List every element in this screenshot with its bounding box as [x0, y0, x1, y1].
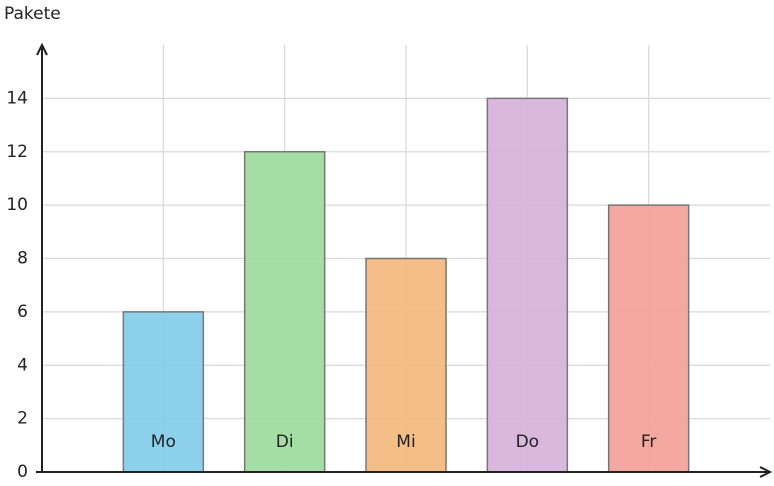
- x-tick-label: Mo: [151, 432, 176, 452]
- y-tick-label: 4: [17, 355, 28, 375]
- y-tick-label: 14: [6, 88, 28, 108]
- y-tick-label: 8: [17, 249, 28, 269]
- bar: [486, 97, 569, 473]
- y-tick-label: 6: [17, 302, 28, 322]
- y-tick-label: 2: [17, 409, 28, 429]
- bar: [122, 311, 205, 473]
- y-tick-label: 12: [6, 142, 28, 162]
- x-axis-arrow: [759, 466, 773, 478]
- x-tick-label: Fr: [641, 432, 657, 452]
- x-tick-label: Mi: [396, 432, 415, 452]
- bar: [243, 151, 326, 473]
- x-tick-label: Do: [516, 432, 540, 452]
- x-tick-label: Di: [276, 432, 294, 452]
- y-tick-label: 0: [17, 462, 28, 482]
- bar: [607, 204, 690, 473]
- y-axis-arrow: [36, 42, 48, 56]
- y-tick-label: 10: [6, 195, 28, 215]
- y-axis-label: Pakete: [4, 4, 61, 24]
- bar: [365, 257, 447, 473]
